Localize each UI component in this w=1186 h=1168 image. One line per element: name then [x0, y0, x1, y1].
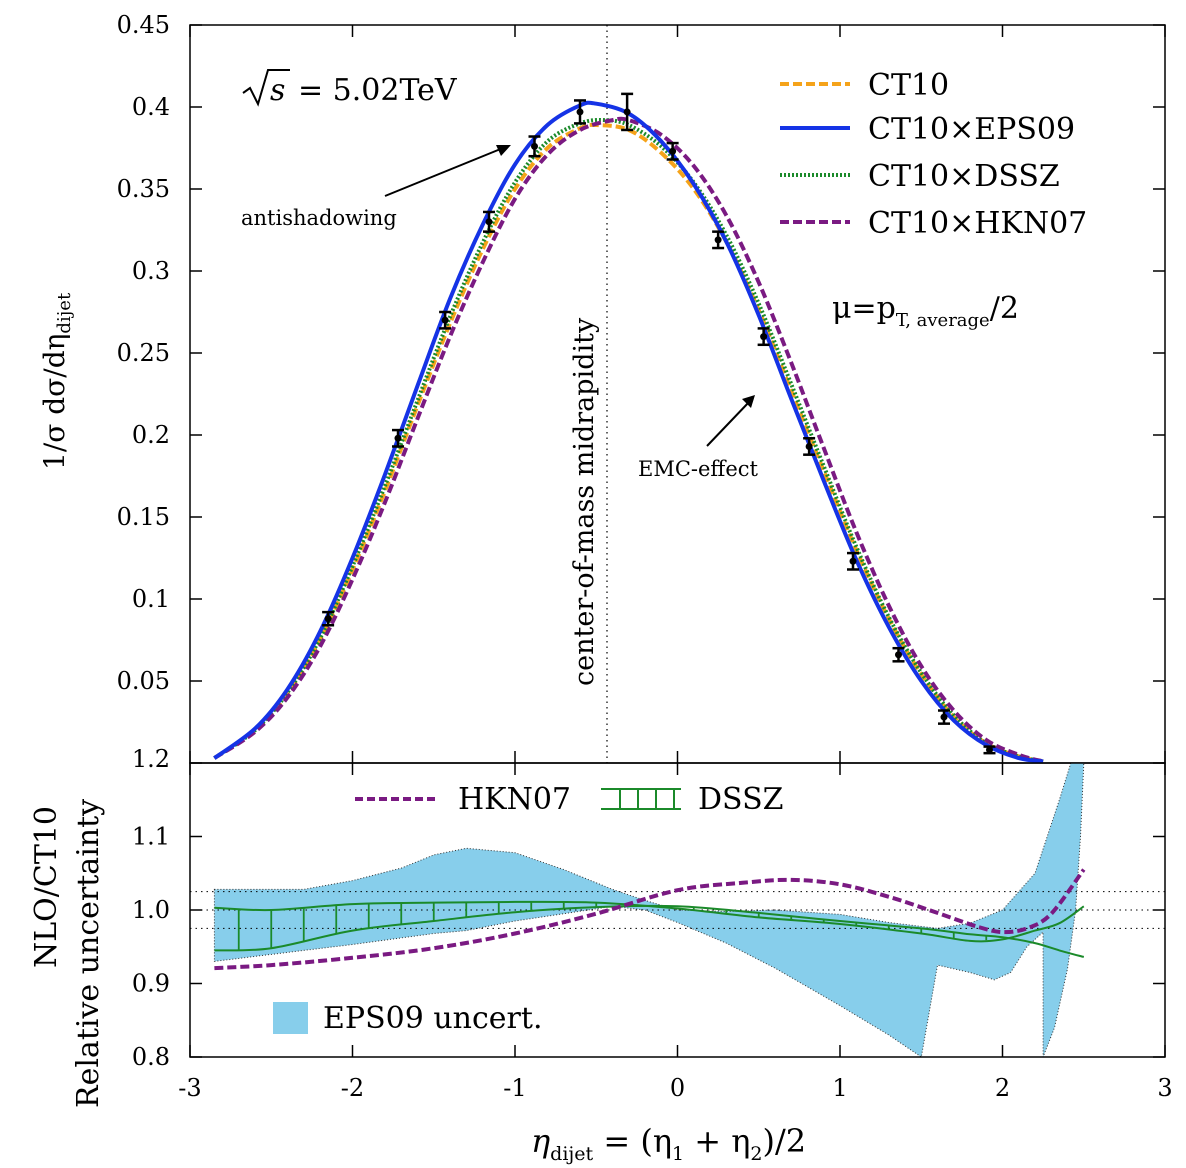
bottom-y-tick-label: 0.8 [132, 1043, 170, 1071]
data-point [983, 745, 996, 755]
legend-dssz-label: DSSZ [698, 782, 783, 817]
arrow-head-icon [742, 395, 755, 408]
top-panel: 0.05 0.1 0.15 0.2 0.25 0.3 0.35 0.4 0.45 center-… [38, 11, 1166, 764]
scale-label: μ=pT, average/2 [832, 291, 1019, 331]
energy-value: = 5.02TeV [298, 73, 458, 108]
top-y-tick-label: 0.45 [117, 11, 170, 39]
scale-label-sub: T, average [896, 310, 990, 331]
data-point [322, 610, 335, 627]
bottom-y-tick-label: 0.9 [132, 970, 170, 998]
scale-label-main: μ=p [832, 291, 896, 326]
data-point [483, 210, 495, 233]
energy-label: s = 5.02TeV [242, 69, 458, 108]
series-CT10×HKN07 [213, 116, 1044, 763]
dssz-upper [214, 900, 1085, 943]
sqrt-symbol [242, 69, 290, 107]
x-axis-label-sub: dijet [550, 1143, 593, 1165]
scale-label-suffix: /2 [990, 291, 1019, 326]
legend-hkn07-label: HKN07 [458, 782, 571, 817]
hkn07-ratio-line [214, 868, 1086, 971]
bottom-y-tick-label: 1.0 [132, 896, 170, 924]
legend-label: CT10×DSSZ [868, 159, 1060, 194]
bottom-y-tick-label: 1.2 [132, 745, 170, 773]
bottom-y-axis-label-2: Relative uncertainty [71, 799, 106, 1108]
top-legend: CT10 CT10×EPS09 CT10×DSSZ CT10×HKN07 [780, 68, 1087, 241]
data-point [757, 327, 770, 347]
x-axis-label: ηdijet = (η1 + η2)/2 [531, 1122, 806, 1165]
legend-CT10×HKN07: CT10×HKN07 [780, 206, 1087, 241]
data-point [803, 437, 816, 456]
emc-annotation: EMC-effect [638, 395, 759, 481]
bottom-y-tick-label: 1.1 [132, 823, 170, 851]
midrapidity-label: center-of-mass midrapidity [569, 317, 600, 686]
antishadowing-annotation: antishadowing [241, 145, 511, 230]
data-point [847, 551, 859, 571]
legend-label: CT10×EPS09 [868, 112, 1075, 147]
data-point [439, 310, 452, 330]
top-y-axis: 0.05 0.1 0.15 0.2 0.25 0.3 0.35 0.4 0.45 [117, 11, 1166, 763]
x-tick-label: 0 [670, 1074, 685, 1102]
top-y-tick-label: 0.25 [117, 339, 170, 367]
arrow-head-icon [496, 145, 511, 156]
top-y-tick-label: 0.1 [132, 585, 170, 613]
dssz-lower [214, 904, 1085, 958]
top-y-tick-label: 0.4 [132, 93, 170, 121]
data-point [528, 135, 541, 158]
bottom-y-axis: 0.8 0.9 1.0 1.1 1.2 [132, 745, 1165, 1071]
top-y-tick-label: 0.35 [117, 175, 170, 203]
legend-CT10×EPS09: CT10×EPS09 [780, 112, 1075, 147]
data-point [666, 141, 679, 161]
hkn07-ratio-curve [214, 868, 1086, 971]
top-y-axis-label-sub: dijet [54, 292, 75, 334]
emc-label: EMC-effect [638, 457, 759, 481]
data-point [574, 99, 586, 125]
top-curves [213, 100, 1044, 763]
data-point [712, 230, 725, 250]
top-y-tick-label: 0.15 [117, 503, 170, 531]
legend-label: CT10×HKN07 [868, 206, 1087, 241]
legend-eps09-label: EPS09 uncert. [323, 1001, 542, 1036]
bottom-legend: HKN07 DSSZ EPS09 uncert. [273, 782, 783, 1036]
legend-eps09-swatch [273, 1002, 308, 1034]
data-point [892, 646, 905, 663]
top-y-axis-label: 1/σ dσ/dηdijet [38, 292, 75, 470]
x-tick-label: -1 [503, 1074, 526, 1102]
legend-CT10: CT10 [780, 68, 949, 103]
legend-label: CT10 [868, 68, 949, 103]
x-tick-label: 2 [995, 1074, 1010, 1102]
top-y-tick-label: 0.2 [132, 421, 170, 449]
svg-text:s: s [270, 73, 285, 108]
x-tick-label: -2 [341, 1074, 364, 1102]
bottom-panel: 0.8 0.9 1.0 1.1 1.2 -3 -2 -1 0 1 2 3 HKN07 DSSZ EP… [29, 745, 1173, 1165]
eps09-band-area [213, 763, 1085, 1057]
eps09-band [213, 763, 1085, 1057]
x-tick-label: 1 [832, 1074, 847, 1102]
antishadowing-label: antishadowing [241, 206, 397, 230]
top-y-tick-label: 0.3 [132, 257, 170, 285]
svg-text:μ=pT, average/2: μ=pT, average/2 [832, 291, 1019, 331]
data-points [322, 92, 996, 755]
legend-CT10×DSSZ: CT10×DSSZ [780, 159, 1060, 194]
antishadowing-arrow [384, 147, 504, 197]
x-axis: -3 -2 -1 0 1 2 3 [178, 763, 1173, 1102]
bottom-y-axis-label: NLO/CT10 [29, 806, 64, 968]
legend-dssz-swatch [601, 788, 681, 810]
dssz-band [214, 900, 1085, 958]
data-point [392, 428, 404, 448]
x-tick-label: 3 [1157, 1074, 1172, 1102]
data-point [938, 709, 950, 725]
data-point [621, 92, 634, 132]
top-y-tick-label: 0.05 [117, 667, 170, 695]
emc-arrow [706, 400, 751, 447]
x-tick-label: -3 [178, 1074, 201, 1102]
